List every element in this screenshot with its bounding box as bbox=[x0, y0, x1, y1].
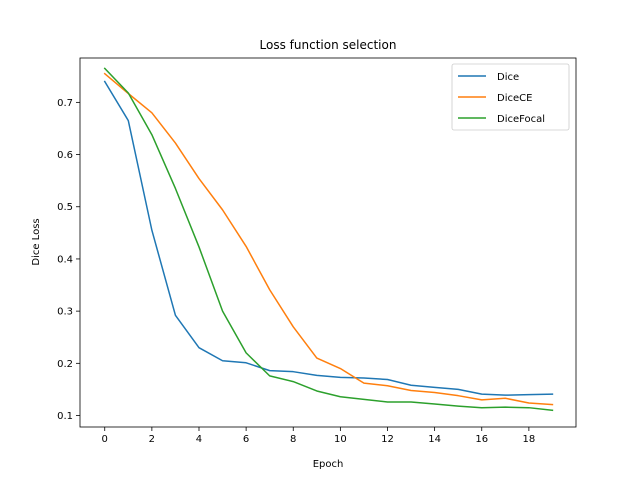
y-tick-label: 0.5 bbox=[57, 202, 73, 213]
legend-box bbox=[451, 63, 570, 131]
x-tick-label: 14 bbox=[428, 434, 441, 445]
y-tick-label: 0.2 bbox=[57, 359, 73, 370]
x-axis-label: Epoch bbox=[313, 459, 344, 470]
y-tick-label: 0.3 bbox=[57, 307, 73, 318]
x-tick-label: 10 bbox=[334, 434, 347, 445]
series-line-dice bbox=[103, 80, 554, 396]
series-line-dicece bbox=[103, 72, 554, 406]
y-tick-label: 0.7 bbox=[57, 98, 73, 109]
plot-frame bbox=[79, 57, 577, 428]
y-tick-label: 0.4 bbox=[57, 254, 73, 265]
x-tick-label: 2 bbox=[149, 434, 155, 445]
chart-title: Loss function selection bbox=[260, 38, 397, 52]
y-axis-label: Dice Loss bbox=[31, 218, 42, 265]
x-tick-label: 8 bbox=[290, 434, 296, 445]
legend-label-dice: Dice bbox=[497, 72, 519, 83]
legend-label-dicece: DiceCE bbox=[497, 93, 532, 104]
x-tick-label: 16 bbox=[475, 434, 488, 445]
legend: Dice DiceCE DiceFocal bbox=[451, 63, 570, 131]
plot-lines bbox=[103, 67, 554, 412]
x-tick-label: 18 bbox=[523, 434, 536, 445]
legend-label-dicefocal: DiceFocal bbox=[497, 114, 545, 125]
series-line-dicefocal bbox=[103, 67, 554, 412]
x-axis-ticks: 0 2 4 6 8 10 12 14 16 18 bbox=[102, 427, 536, 445]
y-axis-ticks: 0.1 0.2 0.3 0.4 0.5 0.6 0.7 bbox=[57, 98, 80, 422]
x-tick-label: 12 bbox=[381, 434, 394, 445]
x-tick-label: 6 bbox=[243, 434, 249, 445]
x-tick-label: 0 bbox=[102, 434, 108, 445]
y-tick-label: 0.6 bbox=[57, 150, 73, 161]
x-tick-label: 4 bbox=[196, 434, 202, 445]
y-tick-label: 0.1 bbox=[57, 411, 73, 422]
